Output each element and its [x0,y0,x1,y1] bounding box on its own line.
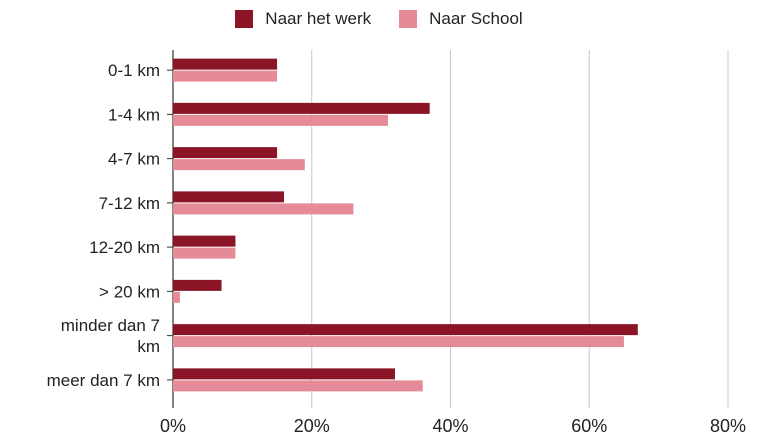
bar-werk-7 [173,368,395,380]
category-label-4: 12-20 km [89,238,160,257]
category-label-7: meer dan 7 km [47,371,160,390]
x-tick-label-1: 20% [294,416,330,436]
x-tick-label-2: 40% [432,416,468,436]
bar-werk-0 [173,58,278,70]
legend-item-werk: Naar het werk [235,9,371,29]
bar-school-7 [173,380,423,392]
bar-school-0 [173,70,278,82]
bar-school-5 [173,291,180,303]
category-label-5: > 20 km [99,282,160,301]
bar-werk-4 [173,235,236,247]
category-label-6-line-1: km [137,337,160,356]
bar-werk-1 [173,102,430,114]
bar-werk-5 [173,279,222,291]
bar-school-4 [173,247,236,259]
legend-label-school: Naar School [429,9,523,28]
legend-swatch-werk [235,10,254,28]
legend-item-school: Naar School [399,9,523,29]
bar-school-2 [173,159,305,171]
bar-werk-2 [173,147,278,159]
x-tick-label-0: 0% [160,416,186,436]
chart-legend: Naar het werk Naar School [0,6,758,32]
category-label-3: 7-12 km [99,194,160,213]
bar-school-6 [173,336,624,348]
bar-school-3 [173,203,354,215]
bar-school-1 [173,114,389,126]
bar-werk-3 [173,191,284,203]
category-label-0: 0-1 km [108,61,160,80]
bar-werk-6 [173,324,638,336]
x-tick-label-4: 80% [710,416,746,436]
category-label-2: 4-7 km [108,150,160,169]
category-label-6-line-0: minder dan 7 [61,316,160,335]
x-tick-label-3: 60% [571,416,607,436]
legend-label-werk: Naar het werk [265,9,372,28]
legend-swatch-school [399,10,418,28]
category-label-1: 1-4 km [108,105,160,124]
